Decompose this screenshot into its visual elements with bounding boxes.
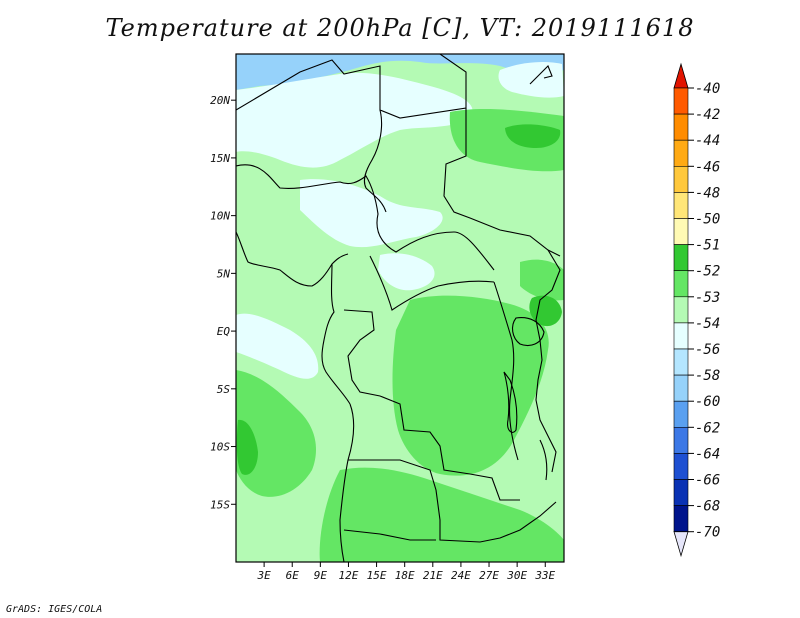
colorbar-swatch <box>673 453 689 480</box>
lake-tanganyika <box>503 371 518 433</box>
field-region-cold-sahara <box>300 179 443 248</box>
colorbar-swatch <box>673 113 689 141</box>
lat-tick-label: 20N <box>210 94 230 107</box>
lat-tick-label: 5S <box>217 383 231 396</box>
colorbar-label: -60 <box>695 394 720 410</box>
colorbar-label: -64 <box>695 446 720 462</box>
lake-victoria <box>511 317 545 347</box>
colorbar-label: -56 <box>695 342 720 358</box>
map-plot-area <box>236 54 564 562</box>
lon-tick-label: 9E <box>314 569 328 582</box>
colorbar-swatch <box>673 296 689 324</box>
lon-tick-label: 6E <box>286 569 300 582</box>
border-drc-east <box>493 281 519 461</box>
lon-tick-label: 15E <box>367 569 387 582</box>
colorbar-label: -70 <box>695 525 720 541</box>
field-region-warm-south <box>319 467 564 562</box>
border-sahel <box>236 164 495 271</box>
colorbar-label: -40 <box>695 81 720 97</box>
colorbar-label: -53 <box>695 290 720 306</box>
field-region-warmest-northeast <box>505 124 561 148</box>
colorbar-label: -68 <box>695 499 720 515</box>
colorbar-top-triangle <box>673 62 689 89</box>
colorbar-swatch <box>673 166 689 193</box>
colorbar-swatch <box>673 348 689 376</box>
lat-tick-label: 10N <box>210 210 230 223</box>
colorbar-label: -44 <box>695 133 720 149</box>
colorbar-swatch <box>673 505 689 533</box>
longitude-axis: 3E 6E 9E 12E 15E 18E 21E 24E 27E 30E 33E <box>256 562 556 582</box>
lat-tick-label: 10S <box>210 441 230 454</box>
colorbar-swatch <box>673 479 689 506</box>
colorbar-swatch <box>673 270 689 298</box>
grads-credit: GrADS: IGES/COLA <box>6 604 103 615</box>
country-boundaries <box>236 54 561 562</box>
colorbar-swatch <box>673 374 689 402</box>
field-region-cold-east <box>498 62 564 98</box>
colorbar-bottom-triangle <box>673 531 689 558</box>
colorbar-swatch <box>673 322 689 350</box>
colorbar-swatch <box>673 139 689 167</box>
field-region-warmest-east <box>529 295 562 327</box>
lon-tick-label: 27E <box>479 569 499 582</box>
colorbar-label: -50 <box>695 212 720 228</box>
lon-tick-label: 12E <box>339 569 359 582</box>
colorbar-swatch <box>673 87 689 115</box>
field-region-coldest <box>236 54 564 90</box>
border-zambia-angola <box>348 459 557 543</box>
border-sudan-east <box>443 108 561 257</box>
coastline-angola <box>339 403 355 562</box>
colorbar-label: -46 <box>695 159 720 175</box>
colorbar-swatch <box>673 244 689 272</box>
colorbar-swatch <box>673 192 689 219</box>
coastline-gulf-guinea <box>321 263 351 405</box>
lat-tick-label: 5N <box>217 267 231 280</box>
colorbar-label: -51 <box>695 238 720 254</box>
coastline-west-africa <box>236 231 349 287</box>
colorbar-label: -58 <box>695 368 720 384</box>
lat-tick-label: 15N <box>210 152 230 165</box>
lat-tick-label: 15S <box>210 498 230 511</box>
lon-tick-label: 30E <box>506 569 527 582</box>
colorbar-label: -52 <box>695 264 720 280</box>
colorbar-label: -42 <box>695 107 720 123</box>
lon-tick-label: 24E <box>451 569 471 582</box>
field-region-warm-east <box>520 259 564 301</box>
field-region-warmest-southwest <box>236 419 258 475</box>
lon-tick-label: 18E <box>395 569 415 582</box>
border-congo <box>343 309 520 501</box>
colorbar-swatch <box>673 426 689 454</box>
border-libya-niger <box>236 54 467 119</box>
colorbar-label: -48 <box>695 185 720 201</box>
border-chad-sudan <box>363 109 387 213</box>
lon-tick-label: 3E <box>256 569 271 582</box>
colorbar-label: -54 <box>695 316 720 332</box>
lat-tick-label: EQ <box>217 325 231 338</box>
map-frame <box>235 53 565 563</box>
map-title: Temperature at 200hPa [C], VT: 201911161… <box>105 14 695 42</box>
lon-tick-label: 33E <box>534 569 555 582</box>
field-region-cold-west <box>236 313 319 379</box>
lake-malawi <box>539 439 548 481</box>
field-region-cold-north <box>236 72 473 168</box>
colorbar-swatch <box>673 218 689 245</box>
border-namibia <box>343 529 436 541</box>
field-region-cold-central <box>378 253 435 291</box>
red-sea-coast <box>529 65 553 85</box>
colorbar: -40 -42 -44 -46 -48 -50 -51 -52 -53 -54 -56 -58 -60 -… <box>673 62 720 558</box>
field-region-warm-northeast <box>449 109 564 172</box>
lon-tick-label: 21E <box>423 569 443 582</box>
colorbar-label: -66 <box>695 473 720 489</box>
latitude-axis: 20N 15N 10N 5N EQ 5S 10S 15S <box>210 94 236 511</box>
border-car <box>369 255 495 311</box>
colorbar-swatch <box>673 400 689 428</box>
field-region-warm-southwest <box>236 370 316 497</box>
colorbar-label: -62 <box>695 420 720 436</box>
border-east-africa <box>535 249 561 473</box>
